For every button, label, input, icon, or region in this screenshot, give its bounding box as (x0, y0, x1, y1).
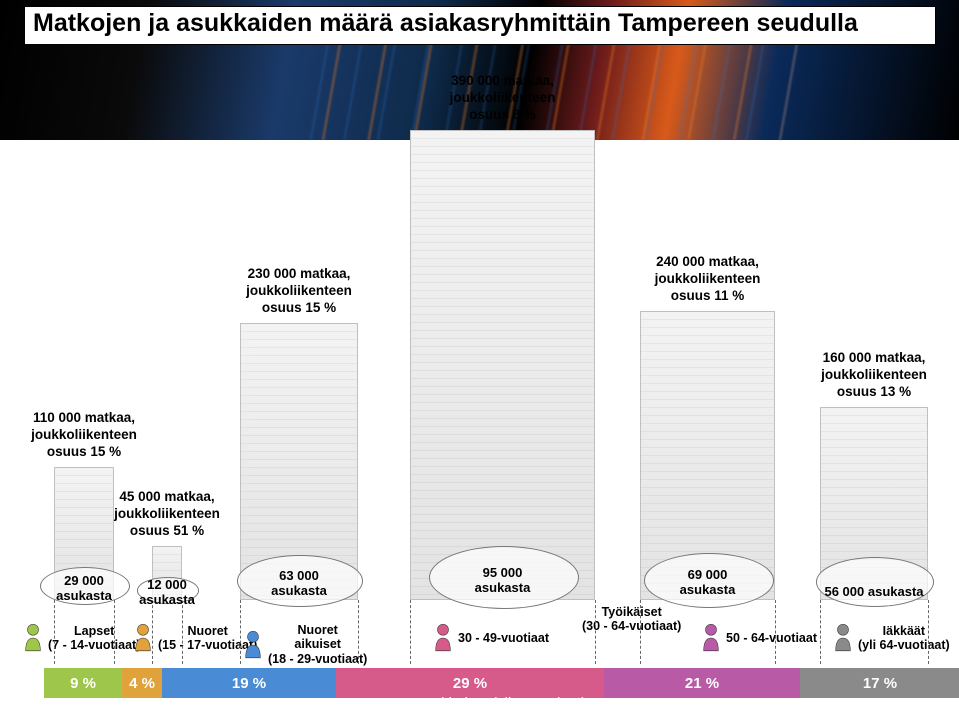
page-title: Matkojen ja asukkaiden määrä asiakasryhm… (33, 9, 927, 38)
guide-line (595, 600, 596, 664)
percent-caption: osuus asukkaista (yli 6-vuotiaat) (0, 695, 959, 712)
category-label-c6: Iäkkäät (yli 64-vuotiaat) (858, 624, 950, 653)
guide-line (182, 600, 183, 664)
bubble-label-b3: 63 000 asukasta (239, 568, 359, 598)
bubble-label-b2: 12 000 asukasta (107, 577, 227, 607)
bubble-label-b4: 95 000 asukasta (443, 565, 563, 595)
chart-area: 110 000 matkaa, joukkoliikenteen osuus 1… (0, 100, 959, 600)
percent-cell-c2: 4 % (122, 668, 162, 698)
percent-cell-c1: 9 % (44, 668, 122, 698)
percent-cell-c6: 17 % (800, 668, 959, 698)
guide-line (775, 600, 776, 664)
bar-b4 (410, 130, 595, 600)
category-label-c1: Lapset (7 - 14-vuotiaat) (48, 624, 140, 653)
title-box: Matkojen ja asukkaiden määrä asiakasryhm… (24, 6, 936, 45)
percent-cell-c5: 21 % (604, 668, 800, 698)
person-icon (242, 630, 264, 660)
category-row: Lapset (7 - 14-vuotiaat) Nuoret (15 - 17… (0, 605, 959, 663)
percent-cell-c3: 19 % (162, 668, 336, 698)
bubble-label-b5: 69 000 asukasta (648, 567, 768, 597)
category-c4: 30 - 49-vuotiaat (432, 623, 549, 653)
guide-line (358, 600, 359, 664)
guide-line (640, 600, 641, 664)
person-icon (22, 623, 44, 653)
person-icon (432, 623, 454, 653)
guide-line (114, 600, 115, 664)
guide-line (152, 600, 153, 664)
guide-line (820, 600, 821, 664)
category-c3: Nuoret aikuiset (18 - 29-vuotiaat) (242, 623, 367, 666)
guide-line (54, 600, 55, 664)
category-c6: Iäkkäät (yli 64-vuotiaat) (832, 623, 950, 653)
guide-line (240, 600, 241, 664)
category-label-c5a: Työikäiset (30 - 64-vuotiaat) (582, 605, 681, 634)
bar-label-b3: 230 000 matkaa, joukkoliikenteen osuus 1… (234, 266, 364, 317)
category-label-c3: Nuoret aikuiset (18 - 29-vuotiaat) (268, 623, 367, 666)
bar-label-b5: 240 000 matkaa, joukkoliikenteen osuus 1… (643, 254, 773, 305)
bubble-b6 (816, 557, 934, 607)
category-c2: Nuoret (15 - 17-vuotiaat) (132, 623, 257, 653)
category-c5: 50 - 64-vuotiaat (700, 623, 817, 653)
category-c1: Lapset (7 - 14-vuotiaat) (22, 623, 140, 653)
percent-row: 9 %4 %19 %29 %21 %17 % (44, 668, 959, 698)
guide-line (410, 600, 411, 664)
percent-cell-c4: 29 % (336, 668, 604, 698)
bar-label-b1: 110 000 matkaa, joukkoliikenteen osuus 1… (19, 410, 149, 461)
person-icon (700, 623, 722, 653)
category-c5a: Työikäiset (30 - 64-vuotiaat) (582, 605, 681, 634)
person-icon (132, 623, 154, 653)
bar-label-b4: 390 000 matkaa, joukkoliikenteen osuus 8… (438, 73, 568, 124)
guide-line (928, 600, 929, 664)
person-icon (832, 623, 854, 653)
bubble-label-b6: 56 000 asukasta (814, 584, 934, 599)
bar-label-b2: 45 000 matkaa, joukkoliikenteen osuus 51… (102, 489, 232, 540)
category-label-c5: 50 - 64-vuotiaat (726, 631, 817, 645)
category-label-c4: 30 - 49-vuotiaat (458, 631, 549, 645)
bar-label-b6: 160 000 matkaa, joukkoliikenteen osuus 1… (809, 350, 939, 401)
